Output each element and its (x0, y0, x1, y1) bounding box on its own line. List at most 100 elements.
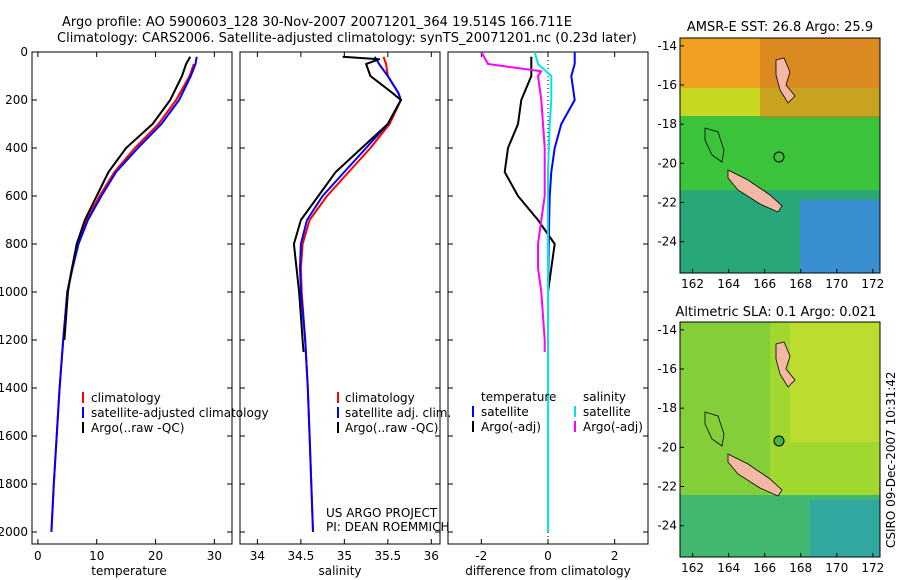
map-y-tick-label: -18 (657, 401, 677, 415)
map-y-tick-label: -14 (657, 39, 677, 53)
salinity-axes-frame (239, 51, 441, 545)
reef-outline (704, 127, 725, 163)
series-line-satellite-adj-clim- (299, 56, 402, 533)
sst-map-panel: AMSR-E SST: 26.8 Argo: 25.9 162 164 166 168… (657, 20, 884, 291)
legend-label-satellite: satellite adj. clim. (345, 406, 451, 420)
salinity-x-ticks: 34 34.5 35 35.5 36 (240, 51, 440, 563)
series-line-argo-raw-qc- (63, 56, 192, 341)
salinity-lines (292, 55, 402, 533)
difference-xlabel: difference from climatology (465, 564, 631, 578)
difference-lines (480, 52, 576, 544)
map-x-tick-label: 166 (753, 277, 776, 291)
sst-map-frame (679, 37, 881, 274)
x-tick-label: 36 (424, 549, 439, 563)
series-line-argo-adj- (503, 56, 556, 316)
map-y-tick-label: -22 (657, 480, 677, 494)
x-tick-label: -2 (475, 549, 487, 563)
map-y-tick-label: -24 (657, 235, 677, 249)
depth-tick-label: 400 (5, 141, 28, 155)
series-line-climatology (299, 56, 402, 533)
vanuatu-islands (775, 341, 796, 388)
map-x-tick-label: 172 (861, 561, 884, 575)
figure-title-line2: Climatology: CARS2006. Satellite-adjuste… (57, 31, 637, 46)
vanuatu-islands (775, 57, 796, 104)
legend-header-temperature: temperature (481, 390, 556, 404)
map-y-tick-label: -20 (657, 156, 677, 170)
depth-ticks: 0 200 400 600 800 1000 1200 1400 1600 1800 2000 (0, 45, 232, 539)
map-y-tick-label: -14 (657, 323, 677, 337)
temperature-lines (50, 56, 198, 533)
annotation-project: US ARGO PROJECT (326, 506, 438, 520)
sla-map-panel: Altimetric SLA: 0.1 Argo: 0.021 162 164 16… (657, 305, 884, 575)
series-line-satellite-adjusted-climatology (50, 56, 198, 533)
credit-timestamp: CSIRO 09-Dec-2007 10:31:42 (884, 371, 898, 548)
legend-header-salinity: salinity (583, 390, 626, 404)
sst-cold-patch (800, 200, 880, 273)
legend-label-argo: Argo(..raw -QC) (91, 421, 184, 435)
sla-map-frame (679, 321, 881, 558)
map-y-tick-label: -16 (657, 362, 677, 376)
x-tick-label: 34.5 (288, 549, 315, 563)
map-y-tick-label: -16 (657, 78, 677, 92)
sla-east-patch (790, 322, 880, 442)
x-tick-label: 35.5 (374, 549, 401, 563)
series-line-argo-raw-qc- (292, 55, 402, 353)
x-tick-label: 2 (611, 549, 619, 563)
salinity-panel: 34 34.5 35 35.5 36 salinity climatology sate… (239, 51, 451, 578)
legend-label-temp-satellite: satellite (481, 405, 529, 419)
sst-map-ticks: 162 164 166 168 170 172 -14 -16 -18 -20 -22 -24 (657, 39, 884, 291)
x-tick-label: 20 (148, 549, 163, 563)
depth-tick-label: 2000 (0, 525, 28, 539)
legend-label-satellite: satellite-adjusted climatology (91, 406, 269, 420)
legend-label-temp-argo: Argo(-adj) (481, 420, 541, 434)
argo-float-marker (773, 435, 785, 447)
x-tick-label: 30 (207, 549, 222, 563)
series-line-argo-adj- (480, 52, 546, 352)
map-x-tick-label: 166 (753, 561, 776, 575)
depth-tick-label: 1200 (0, 333, 28, 347)
map-x-tick-label: 164 (717, 277, 740, 291)
depth-tick-label: 1800 (0, 477, 28, 491)
depth-tick-label: 1400 (0, 381, 28, 395)
new-caledonia-island (727, 169, 783, 213)
depth-tick-label: 200 (5, 93, 28, 107)
temperature-panel: 0 10 20 30 0 200 400 600 800 1000 1200 1400 1600 180… (0, 45, 269, 578)
x-tick-label: 34 (250, 549, 265, 563)
reef-outline (704, 411, 725, 447)
map-y-tick-label: -22 (657, 196, 677, 210)
depth-tick-label: 1600 (0, 429, 28, 443)
figure-title-line1: Argo profile: AO 5900603_128 30-Nov-2007… (62, 15, 572, 30)
map-x-tick-label: 168 (789, 561, 812, 575)
argo-float-marker (773, 151, 785, 163)
legend-label-sal-satellite: satellite (583, 405, 631, 419)
series-line-satellite (533, 52, 553, 532)
legend-label-sal-argo: Argo(-adj) (583, 420, 643, 434)
temperature-axes-frame (31, 51, 233, 545)
x-tick-label: 35 (337, 549, 352, 563)
temperature-x-ticks: 0 10 20 30 (34, 52, 222, 563)
map-x-tick-label: 170 (825, 561, 848, 575)
map-x-tick-label: 164 (717, 561, 740, 575)
sla-map-title: Altimetric SLA: 0.1 Argo: 0.021 (676, 305, 877, 320)
map-y-tick-label: -20 (657, 440, 677, 454)
annotation-pi: PI: DEAN ROEMMICH (326, 520, 449, 534)
salinity-legend: climatology satellite adj. clim. Argo(..… (337, 391, 451, 435)
sla-map-ticks: 162 164 166 168 170 172 -14 -16 -18 -20 -22 -24 (657, 323, 884, 575)
x-tick-label: 0 (544, 549, 552, 563)
legend-label-climatology: climatology (345, 391, 415, 405)
map-x-tick-label: 172 (861, 277, 884, 291)
map-x-tick-label: 162 (681, 277, 704, 291)
x-tick-label: 10 (89, 549, 104, 563)
difference-legend: temperature salinity satellite Argo(-adj… (472, 390, 643, 434)
legend-label-climatology: climatology (91, 391, 161, 405)
series-line-climatology (50, 63, 195, 533)
x-tick-label: 0 (34, 549, 42, 563)
depth-tick-label: 800 (5, 237, 28, 251)
difference-panel: -2 0 2 difference from climatology tempera… (447, 51, 649, 578)
map-y-tick-label: -18 (657, 117, 677, 131)
map-x-tick-label: 168 (789, 277, 812, 291)
map-x-tick-label: 162 (681, 561, 704, 575)
depth-tick-label: 1000 (0, 285, 28, 299)
temperature-legend: climatology satellite-adjusted climatolo… (82, 391, 269, 435)
